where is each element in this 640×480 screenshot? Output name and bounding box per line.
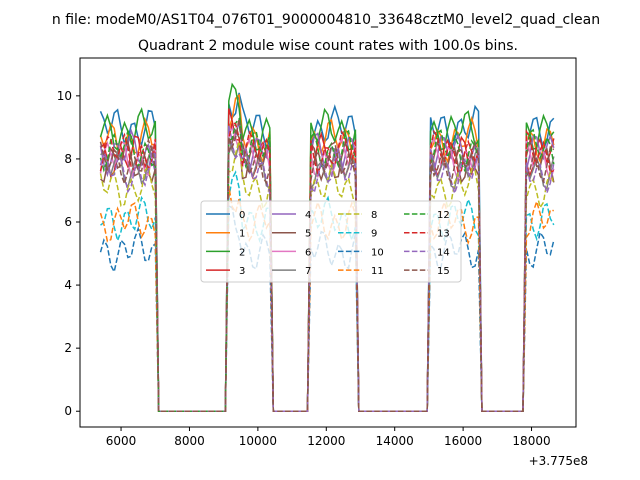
legend-label-4: 4: [305, 210, 311, 221]
legend-frame: [200, 200, 462, 283]
series-line-13: [99, 121, 555, 412]
legend-label-9: 9: [371, 229, 377, 240]
y-tick-label: 0: [64, 404, 72, 418]
legend-label-13: 13: [437, 229, 450, 240]
series-line-14: [99, 135, 555, 412]
series-line-1: [99, 93, 555, 412]
legend-label-14: 14: [437, 247, 450, 258]
legend-label-1: 1: [239, 229, 245, 240]
legend-label-7: 7: [305, 266, 311, 277]
y-axis: 0 2 4 6 8 10: [57, 89, 80, 418]
legend-label-5: 5: [305, 229, 311, 240]
y-tick-label: 4: [64, 278, 72, 292]
chart-title: Quadrant 2 module wise count rates with …: [138, 38, 518, 54]
x-tick-label: 6000: [106, 434, 137, 448]
x-tick-label: 12000: [307, 434, 345, 448]
x-tick-label: 10000: [239, 434, 277, 448]
y-tick-label: 8: [64, 152, 72, 166]
x-tick-label: 8000: [174, 434, 205, 448]
legend-label-3: 3: [239, 266, 245, 277]
y-tick-label: 2: [64, 341, 72, 355]
figure-suptitle: n file: modeM0/AS1T04_076T01_9000004810_…: [52, 12, 600, 28]
legend-label-15: 15: [437, 266, 450, 277]
y-tick-label: 10: [57, 89, 72, 103]
legend-label-12: 12: [437, 210, 450, 221]
axes-frame: [79, 57, 577, 428]
legend-label-6: 6: [305, 247, 311, 258]
x-axis: 6000 8000 10000 12000 14000 16000 18000: [106, 427, 551, 448]
x-tick-label: 14000: [376, 434, 414, 448]
x-tick-label: 18000: [512, 434, 550, 448]
legend-label-2: 2: [239, 247, 245, 258]
series-line-8: [99, 140, 555, 412]
legend-label-8: 8: [371, 210, 377, 221]
x-tick-label: 16000: [444, 434, 482, 448]
legend-label-11: 11: [371, 266, 384, 277]
y-tick-label: 6: [64, 215, 72, 229]
legend-label-0: 0: [239, 210, 245, 221]
x-axis-offset-label: +3.775e8: [529, 454, 588, 468]
legend-label-10: 10: [371, 247, 384, 258]
